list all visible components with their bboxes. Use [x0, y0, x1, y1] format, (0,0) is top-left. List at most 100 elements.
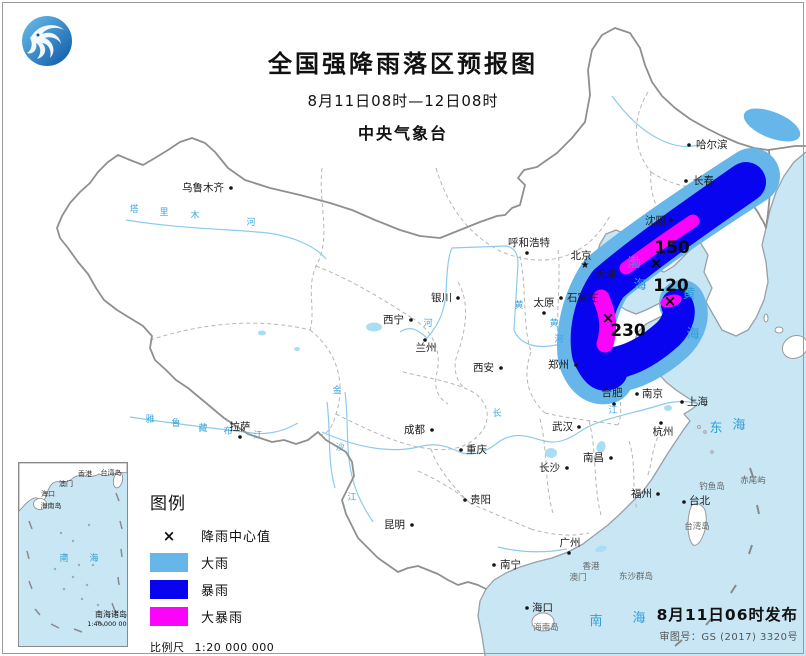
inset-dash-line [26, 492, 123, 633]
sea-label: 海 [632, 611, 645, 626]
river-label: 江 [608, 405, 617, 416]
city-label: 广州 [560, 537, 581, 549]
city-dot [499, 366, 503, 370]
inset-map-svg [19, 463, 127, 646]
inset-scale: 1:40 000 000 [87, 620, 128, 628]
coastline [477, 151, 806, 656]
river-label: 藏 [198, 422, 207, 434]
city-dot [567, 551, 571, 555]
city-label: 上海 [687, 395, 708, 408]
city-label: 台北 [689, 494, 710, 507]
city-dot [542, 311, 546, 315]
release-info: 8月11日06时发布 审图号：GS (2017) 3320号 [657, 603, 798, 643]
poyang-lake [596, 441, 606, 453]
city-label: 拉萨 [230, 420, 251, 433]
sea-label: 黄 [682, 287, 695, 302]
river-label: 河 [554, 333, 563, 345]
lakes [258, 322, 672, 553]
city-label: 南昌 [583, 451, 604, 464]
rain-center-marker-icon: × [162, 526, 176, 545]
river-label: 雅 [145, 413, 154, 425]
sea-label: 南 [589, 613, 602, 629]
river-labels: 塔里木河黄河 黄河长 江雅鲁藏布江金沙江 [129, 203, 617, 503]
yellow-river [399, 245, 613, 348]
city-dot [656, 492, 660, 496]
heavy-rain-label: 大雨 [201, 557, 230, 572]
sea-labels: 渤海黄海东 海南海 [589, 255, 745, 629]
city-label: 贵阳 [470, 493, 491, 506]
rain-center-markers: ×150×120×230 [602, 238, 690, 341]
city-dot [410, 523, 414, 527]
scale-value: 1:20 000 000 [194, 641, 275, 654]
city-dot [423, 338, 427, 342]
city-dot [238, 435, 242, 439]
city-dot [659, 421, 663, 425]
inset-sea-label: 海 [89, 554, 99, 564]
geo-label: 东沙群岛 [619, 571, 653, 582]
sea-label: 东 [709, 421, 722, 436]
city-dot [492, 563, 496, 567]
city-dot [635, 392, 639, 396]
map-scale: 比例尺 1:20 000 000 [150, 639, 274, 655]
geo-label: 赤尾屿 [740, 476, 766, 486]
city-label: 福州 [631, 487, 652, 500]
sea-label: 海 [732, 418, 745, 433]
scale-label: 比例尺 [150, 641, 185, 654]
inset-islands [53, 523, 100, 607]
river-label: 沙 [335, 442, 344, 453]
city-dot [409, 318, 413, 322]
city-label: 兰州 [416, 341, 437, 354]
city-label: 北京 [571, 249, 592, 262]
city-dot [577, 425, 581, 429]
yangtze-river [321, 400, 698, 455]
city-label: 郑州 [548, 358, 569, 371]
rain-center-x-icon: × [664, 292, 677, 310]
rain-center-x-icon: × [602, 309, 615, 327]
rainstorm-swatch [150, 580, 188, 599]
river-label: 江 [253, 430, 262, 441]
river-label: 河 [246, 216, 255, 228]
taiwan-island [687, 503, 707, 546]
legend-row-center: × 降雨中心值 [150, 522, 274, 549]
sea-label: 海 [686, 327, 699, 342]
geo-label: 钓鱼岛 [699, 481, 725, 492]
inset-place-label: 香港 [78, 470, 92, 478]
sea-label: 渤 [627, 255, 640, 271]
inset-place-label: 台湾岛 [100, 469, 122, 477]
city-dot [559, 296, 563, 300]
city-label: 南京 [642, 387, 663, 400]
city-dot [459, 448, 463, 452]
rain-center-x-icon: × [650, 254, 663, 272]
dongting-lake [545, 448, 557, 458]
city-dot [669, 218, 673, 222]
city-label: 天津 [596, 268, 617, 280]
city-label: 重庆 [466, 443, 487, 456]
city-label: 西安 [473, 361, 494, 374]
city-label: 哈尔滨 [696, 138, 728, 151]
hainan-island [531, 612, 555, 632]
city-dot [682, 500, 686, 504]
inset-mainland [19, 463, 127, 512]
city-label: 成都 [404, 424, 425, 436]
city-label: 石家庄 [567, 291, 599, 304]
rain-center-value: 120 [653, 276, 689, 296]
river-label: 长 [492, 407, 501, 419]
sea-area [478, 152, 806, 656]
city-dot [456, 296, 460, 300]
legend-row-storm: 暴雨 [150, 576, 274, 603]
city-dot [463, 498, 467, 502]
river-label: 金 [332, 384, 341, 396]
rain-center-value: 230 [610, 321, 646, 341]
river-label: 木 [190, 209, 199, 221]
city-label: 长春 [693, 175, 714, 187]
city-dot [687, 143, 691, 147]
legend-row-severe: 大暴雨 [150, 603, 274, 630]
cma-dragon-logo [22, 16, 72, 66]
city-label: 银川 [431, 291, 452, 304]
dash-line-segments [674, 467, 760, 647]
city-label: 杭州 [653, 425, 674, 438]
legend: 图例 × 降雨中心值 大雨 暴雨 大暴雨 比例尺 1:20 000 000 [150, 489, 274, 655]
city-dot [684, 179, 688, 183]
